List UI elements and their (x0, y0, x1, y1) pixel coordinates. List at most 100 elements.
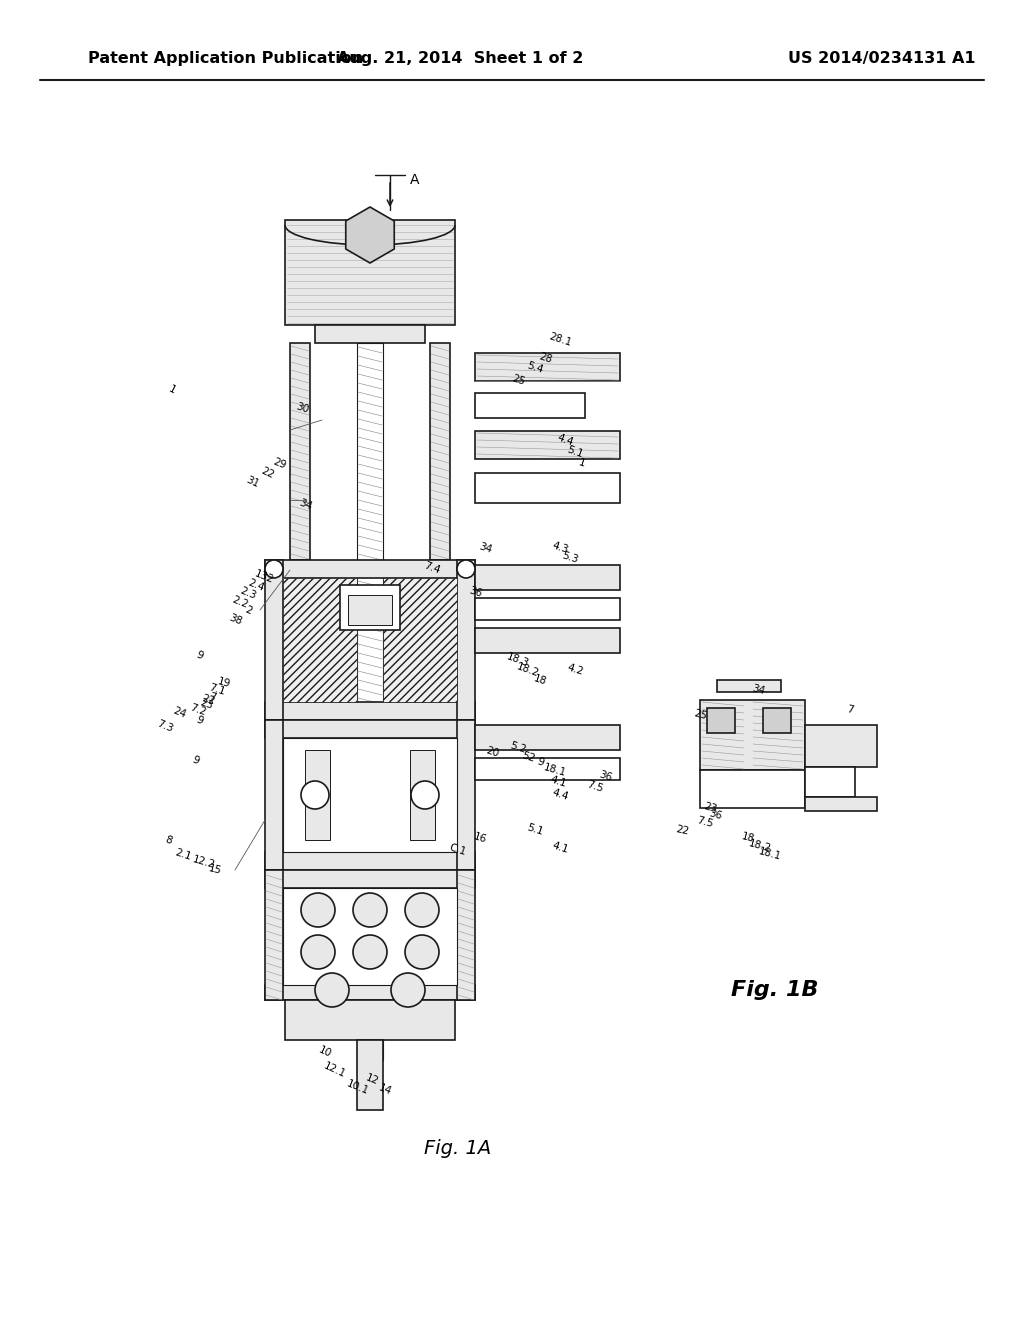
Text: 18.1: 18.1 (543, 762, 567, 777)
Text: US 2014/0234131 A1: US 2014/0234131 A1 (787, 50, 975, 66)
Text: Patent Application Publication: Patent Application Publication (88, 50, 364, 66)
Text: 7.5: 7.5 (586, 780, 604, 795)
Text: 18.2: 18.2 (515, 661, 541, 678)
Text: 22: 22 (201, 693, 216, 706)
Bar (283, 888, 457, 985)
Text: 4.1: 4.1 (549, 775, 567, 789)
Text: 31: 31 (244, 475, 260, 490)
Text: 28.1: 28.1 (548, 331, 572, 348)
Circle shape (391, 973, 425, 1007)
Text: 7.2: 7.2 (188, 702, 208, 718)
Text: 5.2: 5.2 (509, 741, 527, 755)
Bar (475, 758, 620, 780)
Bar (410, 750, 435, 840)
Bar (285, 1001, 455, 1040)
Circle shape (265, 560, 283, 578)
Text: 9: 9 (536, 756, 545, 768)
Text: 25: 25 (510, 374, 526, 387)
Circle shape (301, 781, 329, 809)
Bar (348, 595, 392, 624)
Text: 10.1: 10.1 (345, 1078, 371, 1097)
Text: 38: 38 (227, 612, 243, 627)
Text: 36: 36 (467, 585, 483, 599)
Bar (700, 700, 805, 770)
Bar (475, 725, 620, 750)
Text: Fig. 1A: Fig. 1A (424, 1138, 492, 1158)
Text: 7: 7 (207, 692, 217, 702)
Bar (805, 797, 877, 810)
Bar (383, 578, 457, 702)
Bar (707, 708, 735, 733)
Bar (805, 725, 877, 767)
Text: 25: 25 (692, 709, 708, 722)
Text: 15: 15 (208, 863, 222, 876)
Bar (475, 352, 620, 381)
Circle shape (406, 935, 439, 969)
Text: 4.4: 4.4 (555, 433, 574, 447)
Bar (305, 750, 330, 840)
Text: 18: 18 (532, 673, 548, 686)
Bar (340, 585, 400, 630)
Text: 132: 132 (253, 569, 275, 585)
Bar (265, 560, 283, 719)
Text: 10: 10 (317, 1044, 333, 1060)
Circle shape (301, 935, 335, 969)
Circle shape (315, 973, 349, 1007)
Bar (717, 680, 781, 692)
Text: 7.3: 7.3 (156, 718, 174, 734)
Text: 30: 30 (294, 401, 310, 414)
Bar (290, 343, 310, 560)
Text: 2.1: 2.1 (173, 847, 193, 862)
Bar (357, 343, 383, 1060)
Text: 12.1: 12.1 (323, 1060, 348, 1080)
Text: 4.3: 4.3 (551, 541, 569, 556)
Text: 2.3: 2.3 (239, 585, 258, 601)
Text: 7.5: 7.5 (695, 814, 715, 829)
Text: 14: 14 (377, 1082, 393, 1097)
Bar (265, 560, 475, 578)
Text: 5.1: 5.1 (525, 822, 545, 837)
Circle shape (353, 894, 387, 927)
Text: 29: 29 (272, 457, 288, 471)
Bar (283, 738, 457, 851)
Text: 7.1: 7.1 (208, 682, 226, 697)
Text: C.1: C.1 (449, 842, 468, 858)
Text: 22: 22 (675, 824, 689, 837)
Text: 36: 36 (708, 808, 723, 821)
Text: 34: 34 (477, 541, 493, 554)
Text: 5.4: 5.4 (525, 360, 545, 375)
Text: 9: 9 (195, 649, 205, 661)
Text: 36: 36 (597, 770, 612, 783)
Text: 2.2: 2.2 (230, 594, 250, 610)
Text: 34: 34 (297, 498, 313, 512)
Text: 7.4: 7.4 (423, 561, 441, 576)
Text: 1: 1 (167, 384, 177, 396)
Text: 28: 28 (538, 351, 553, 364)
Text: 24: 24 (172, 706, 188, 721)
Bar (265, 870, 475, 888)
Text: 9: 9 (195, 714, 205, 726)
Bar (475, 432, 620, 459)
Circle shape (353, 935, 387, 969)
Text: 16: 16 (472, 832, 487, 845)
Bar (475, 393, 585, 418)
Text: 18.2: 18.2 (748, 838, 772, 854)
Text: 4.4: 4.4 (551, 788, 569, 803)
Text: 7: 7 (846, 705, 854, 715)
Text: 18.3: 18.3 (506, 651, 530, 669)
Bar (475, 628, 620, 653)
Bar (457, 870, 475, 1001)
Text: 8: 8 (163, 834, 173, 846)
Text: Fig. 1B: Fig. 1B (731, 979, 819, 1001)
Bar (805, 767, 855, 797)
Text: A: A (411, 173, 420, 187)
Text: 12.2: 12.2 (191, 854, 216, 870)
Bar (265, 870, 283, 1001)
Text: 19: 19 (216, 676, 231, 689)
Circle shape (411, 781, 439, 809)
Circle shape (406, 894, 439, 927)
Bar (265, 702, 475, 719)
Bar (457, 719, 475, 870)
Text: 34: 34 (751, 684, 766, 697)
Text: 4.2: 4.2 (565, 663, 585, 677)
